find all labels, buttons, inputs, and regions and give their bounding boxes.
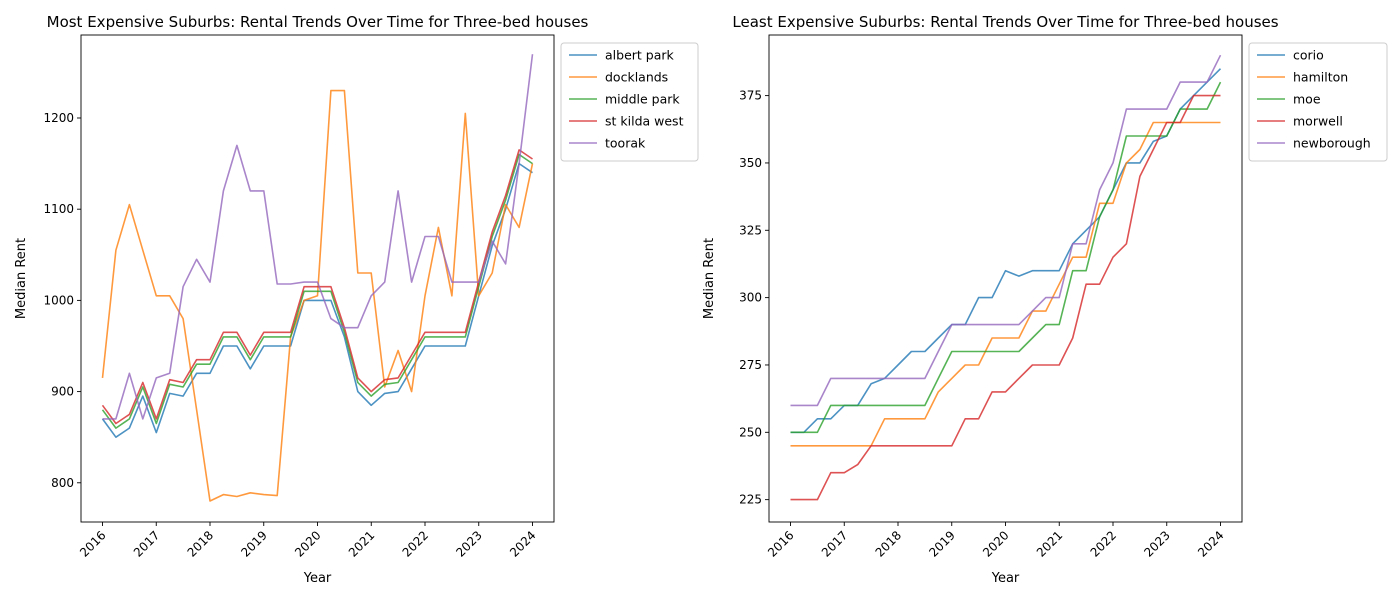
legend: albert park docklands middle park st kilda … bbox=[560, 42, 699, 162]
x-tick-label: 2019 bbox=[238, 528, 269, 559]
x-tick-label: 2017 bbox=[131, 528, 162, 559]
y-tick-label: 250 bbox=[739, 425, 762, 439]
legend-entry: toorak bbox=[605, 136, 646, 151]
y-axis-label: Median Rent bbox=[14, 238, 29, 319]
y-tick-label: 325 bbox=[739, 223, 762, 237]
series-line-st-kilda-west bbox=[101, 149, 533, 425]
x-tick-label: 2022 bbox=[400, 528, 431, 559]
y-tick-label: 375 bbox=[739, 89, 762, 103]
y-tick-label: 900 bbox=[51, 385, 74, 399]
y-tick-label: 350 bbox=[739, 156, 762, 170]
legend-entry: st kilda west bbox=[605, 114, 684, 129]
legend-entry: hamilton bbox=[1293, 70, 1348, 85]
legend-entry: albert park bbox=[605, 48, 675, 63]
legend-entry: morwell bbox=[1293, 114, 1343, 129]
legend-entry: moe bbox=[1293, 92, 1321, 107]
series-line-toorak bbox=[102, 54, 534, 420]
legend-entry: docklands bbox=[605, 70, 668, 85]
series-line-newborough bbox=[790, 54, 1222, 407]
x-tick-label: 2016 bbox=[77, 528, 108, 559]
x-tick-label: 2023 bbox=[1141, 528, 1172, 559]
y-tick-label: 1000 bbox=[43, 293, 74, 307]
x-tick-label: 2018 bbox=[873, 528, 904, 559]
y-tick-label: 300 bbox=[739, 291, 762, 305]
legend: corio hamilton moe morwell newborough bbox=[1248, 42, 1388, 162]
chart-title: Least Expensive Suburbs: Rental Trends O… bbox=[732, 13, 1278, 31]
most-expensive-chart: Most Expensive Suburbs: Rental Trends Ov… bbox=[14, 13, 699, 586]
x-tick-label: 2021 bbox=[1034, 528, 1065, 559]
x-tick-label: 2021 bbox=[346, 528, 377, 559]
legend-box bbox=[560, 42, 699, 162]
x-axis-label: Year bbox=[991, 571, 1020, 586]
series-line-moe bbox=[790, 81, 1222, 434]
x-tick-label: 2020 bbox=[292, 528, 323, 559]
x-tick-label: 2020 bbox=[980, 528, 1011, 559]
x-tick-label: 2023 bbox=[453, 528, 484, 559]
y-tick-label: 800 bbox=[51, 476, 74, 490]
x-axis-label: Year bbox=[303, 571, 332, 586]
series-line-middle-park bbox=[101, 153, 533, 429]
y-tick-label: 1200 bbox=[43, 111, 74, 125]
y-tick-label: 275 bbox=[739, 358, 762, 372]
y-tick-label: 225 bbox=[739, 493, 762, 507]
legend-box bbox=[1248, 42, 1388, 162]
x-tick-label: 2017 bbox=[819, 528, 850, 559]
x-tick-label: 2022 bbox=[1088, 528, 1119, 559]
x-tick-label: 2016 bbox=[765, 528, 796, 559]
series-line-hamilton bbox=[790, 121, 1221, 447]
series-line-albert-park bbox=[101, 162, 533, 439]
series-line-docklands bbox=[101, 89, 534, 502]
x-tick-label: 2024 bbox=[1195, 528, 1226, 559]
x-tick-label: 2018 bbox=[185, 528, 216, 559]
series-line-corio bbox=[790, 68, 1222, 434]
y-tick-label: 1100 bbox=[43, 202, 74, 216]
legend-entry: middle park bbox=[605, 92, 680, 107]
x-tick-label: 2024 bbox=[507, 528, 538, 559]
y-axis-label: Median Rent bbox=[702, 238, 717, 319]
x-tick-label: 2019 bbox=[926, 528, 957, 559]
chart-title: Most Expensive Suburbs: Rental Trends Ov… bbox=[47, 13, 589, 31]
plot-frame bbox=[768, 34, 1243, 523]
legend-entry: corio bbox=[1293, 48, 1324, 63]
series-line-morwell bbox=[790, 94, 1221, 501]
legend-entry: newborough bbox=[1293, 136, 1371, 151]
least-expensive-chart: Least Expensive Suburbs: Rental Trends O… bbox=[702, 13, 1388, 586]
